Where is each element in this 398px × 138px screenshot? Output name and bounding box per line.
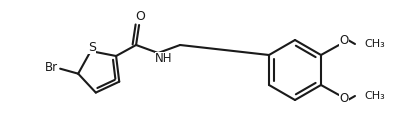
Text: O: O (339, 34, 349, 47)
Text: O: O (135, 10, 145, 23)
Text: NH: NH (155, 52, 173, 66)
Text: Br: Br (45, 61, 58, 74)
Text: CH₃: CH₃ (364, 39, 385, 49)
Text: O: O (339, 92, 349, 105)
Text: S: S (88, 41, 96, 54)
Text: CH₃: CH₃ (364, 91, 385, 101)
